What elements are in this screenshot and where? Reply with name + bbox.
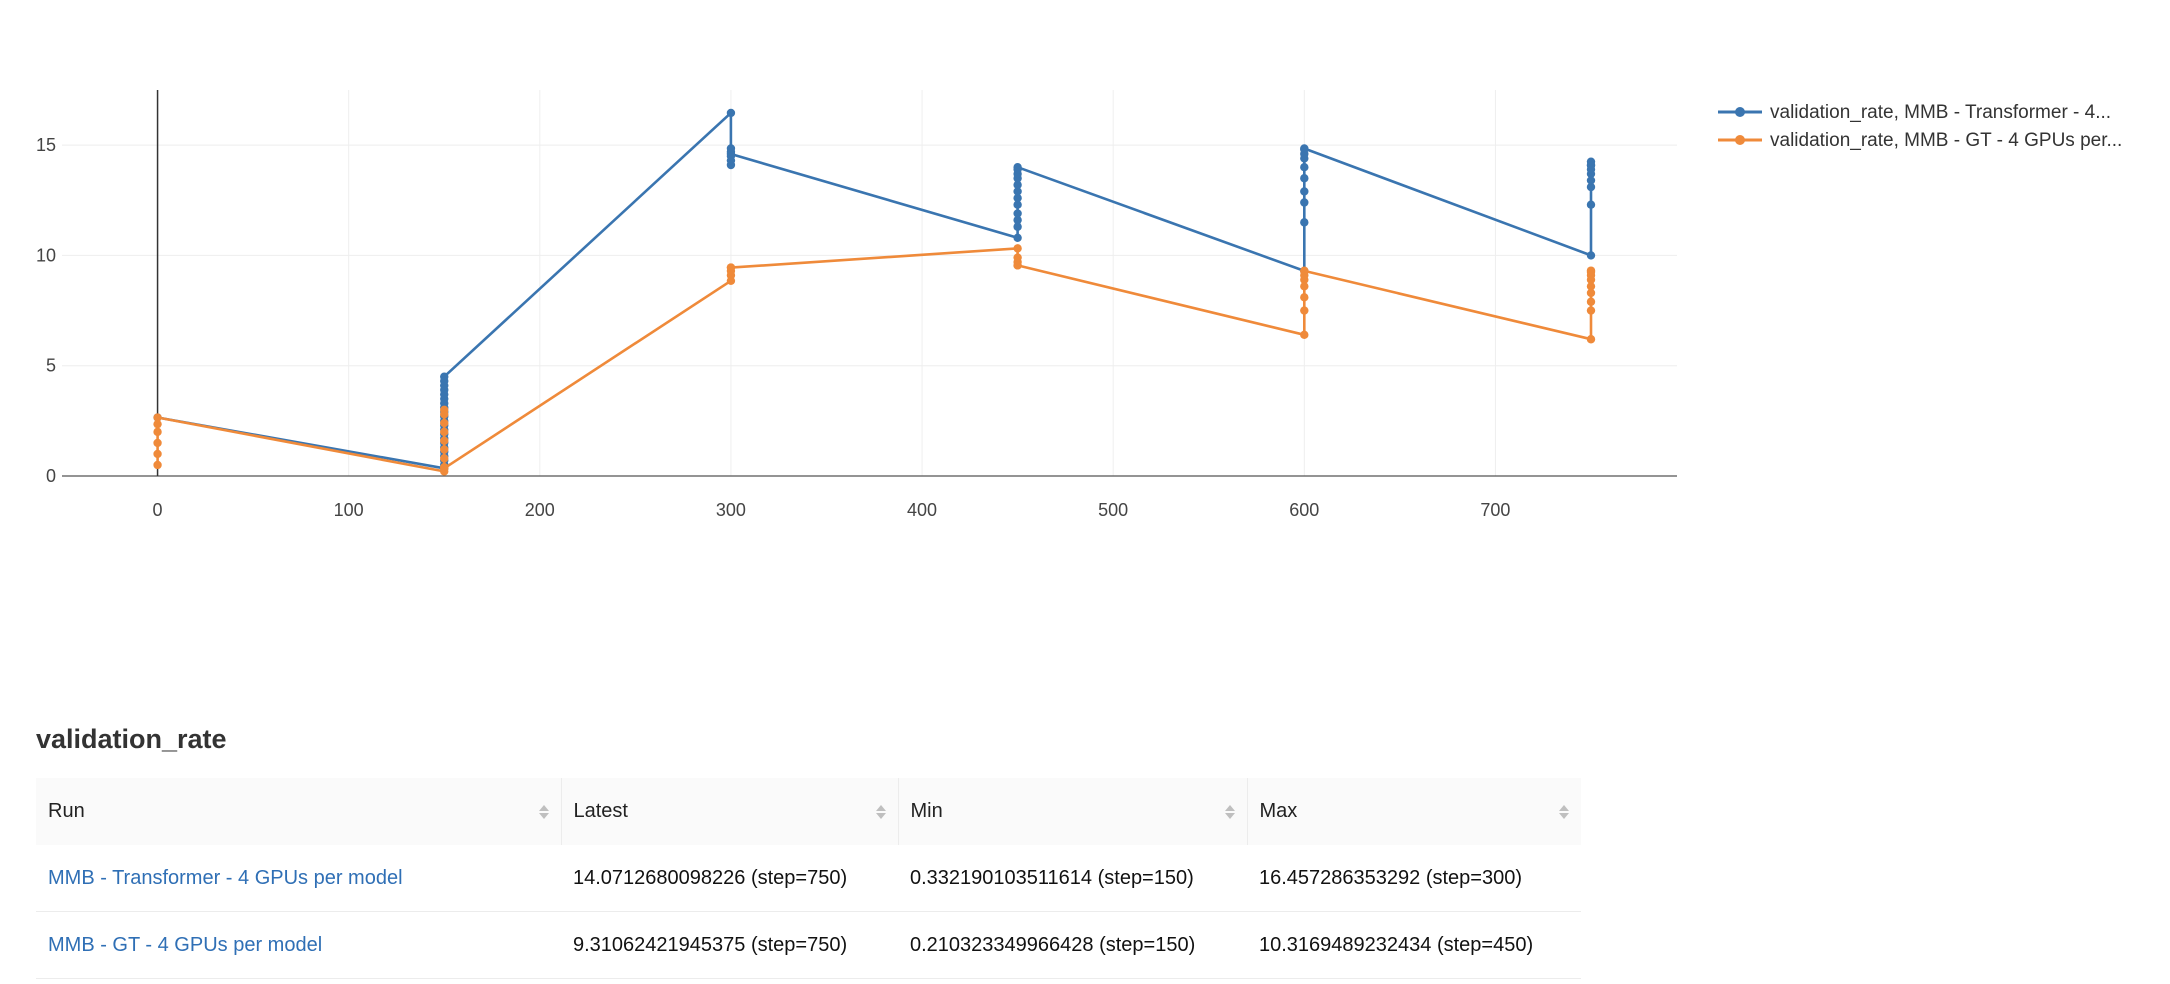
data-point bbox=[1586, 182, 1596, 192]
data-point bbox=[153, 427, 162, 437]
data-point bbox=[1013, 233, 1022, 242]
data-point bbox=[153, 449, 162, 459]
data-point bbox=[1586, 297, 1596, 306]
data-point bbox=[1300, 282, 1309, 291]
data-point bbox=[1013, 193, 1022, 203]
data-point bbox=[1300, 144, 1309, 153]
data-point bbox=[153, 413, 162, 422]
x-tick-label: 500 bbox=[1098, 500, 1128, 520]
column-header-label: Run bbox=[48, 800, 85, 822]
data-point bbox=[726, 149, 736, 159]
data-point bbox=[440, 405, 449, 415]
series-line-1 bbox=[156, 247, 1593, 473]
latest-value: 9.31062421945375 (step=750) bbox=[561, 911, 898, 979]
data-point bbox=[1013, 261, 1022, 270]
data-point bbox=[1013, 215, 1022, 225]
data-point bbox=[1586, 266, 1596, 275]
chart-svg: 0 100 200 300 400 500 600 700 0 5 10 15 validation_r… bbox=[36, 90, 2122, 520]
column-header-label: Max bbox=[1259, 800, 1298, 822]
table-row: MMB - GT - 4 GPUs per model 9.3106242194… bbox=[36, 911, 1581, 979]
data-point bbox=[1586, 306, 1596, 315]
data-point bbox=[1013, 244, 1022, 253]
legend-entry-label: validation_rate, MMB - Transformer - 4..… bbox=[1770, 102, 2111, 123]
run-link[interactable]: MMB - Transformer - 4 GPUs per model bbox=[36, 845, 561, 912]
column-header-max[interactable]: Max bbox=[1247, 778, 1581, 845]
data-point bbox=[1586, 200, 1596, 209]
data-point bbox=[1300, 174, 1309, 183]
data-point bbox=[1013, 163, 1022, 172]
data-point bbox=[153, 419, 162, 429]
y-tick-label: 0 bbox=[46, 466, 56, 486]
latest-value: 14.0712680098226 (step=750) bbox=[561, 845, 898, 912]
data-point bbox=[1013, 187, 1022, 196]
data-point bbox=[1300, 163, 1309, 172]
data-point bbox=[726, 263, 736, 272]
data-point bbox=[1300, 266, 1309, 276]
run-link[interactable]: MMB - GT - 4 GPUs per model bbox=[36, 911, 561, 979]
column-header-label: Min bbox=[910, 800, 943, 822]
data-point bbox=[1586, 161, 1596, 170]
x-tick-label: 100 bbox=[334, 500, 364, 520]
min-value: 0.332190103511614 (step=150) bbox=[898, 845, 1247, 912]
column-header-min[interactable]: Min bbox=[898, 778, 1248, 845]
sort-icon[interactable] bbox=[538, 804, 549, 819]
sort-icon[interactable] bbox=[875, 804, 886, 819]
data-point bbox=[1586, 176, 1596, 185]
y-tick-label: 15 bbox=[36, 135, 56, 155]
table-header-row: Run Latest Min Max bbox=[36, 778, 1581, 845]
data-point bbox=[1300, 218, 1309, 227]
data-point bbox=[153, 460, 162, 470]
data-point bbox=[1013, 222, 1022, 231]
data-point bbox=[440, 418, 449, 428]
x-tick-label: 700 bbox=[1480, 500, 1510, 520]
data-point bbox=[440, 454, 449, 463]
data-point bbox=[1586, 288, 1596, 298]
sort-icon[interactable] bbox=[1559, 804, 1569, 819]
column-header-label: Latest bbox=[573, 800, 628, 822]
data-point bbox=[1300, 198, 1309, 207]
legend-swatch-marker bbox=[1735, 107, 1745, 117]
y-tick-label: 5 bbox=[46, 356, 56, 376]
data-point bbox=[726, 108, 736, 118]
sort-icon[interactable] bbox=[1224, 804, 1235, 819]
summary-table: Run Latest Min Max bbox=[36, 778, 1581, 979]
data-point bbox=[1300, 330, 1309, 340]
max-value: 10.3169489232434 (step=450) bbox=[1247, 911, 1581, 979]
series-line-0 bbox=[157, 111, 1593, 470]
line-chart: 0 100 200 300 400 500 600 700 0 5 10 15 validation_r… bbox=[36, 90, 2122, 520]
table-row: MMB - Transformer - 4 GPUs per model 14.… bbox=[36, 845, 1581, 912]
data-point bbox=[153, 438, 162, 448]
y-tick-label: 10 bbox=[36, 245, 56, 265]
column-header-run[interactable]: Run bbox=[36, 778, 562, 845]
data-point bbox=[1013, 209, 1022, 218]
data-point bbox=[1300, 306, 1309, 315]
data-point bbox=[440, 445, 449, 454]
data-point bbox=[440, 372, 449, 381]
data-point bbox=[1586, 282, 1596, 291]
x-tick-label: 300 bbox=[716, 500, 746, 520]
data-point bbox=[1300, 187, 1309, 196]
column-header-latest[interactable]: Latest bbox=[561, 778, 899, 845]
max-value: 16.457286353292 (step=300) bbox=[1247, 845, 1581, 912]
table-title: validation_rate bbox=[36, 724, 227, 754]
data-point bbox=[1586, 335, 1596, 344]
data-point bbox=[440, 464, 449, 473]
data-point bbox=[1013, 180, 1022, 190]
min-value: 0.210323349966428 (step=150) bbox=[898, 911, 1247, 979]
legend-entry-label: validation_rate, MMB - GT - 4 GPUs per..… bbox=[1770, 130, 2122, 151]
legend-swatch-marker bbox=[1735, 135, 1745, 145]
data-point bbox=[440, 436, 449, 445]
data-point bbox=[440, 427, 449, 437]
data-point bbox=[1586, 251, 1596, 260]
x-tick-label: 400 bbox=[907, 500, 937, 520]
x-tick-label: 200 bbox=[525, 500, 555, 520]
data-point bbox=[1013, 200, 1022, 209]
data-point bbox=[1300, 293, 1309, 302]
x-tick-label: 600 bbox=[1289, 500, 1319, 520]
x-tick-label: 0 bbox=[153, 500, 163, 520]
summary-table-section: validation_rate Run Latest bbox=[36, 720, 1581, 979]
